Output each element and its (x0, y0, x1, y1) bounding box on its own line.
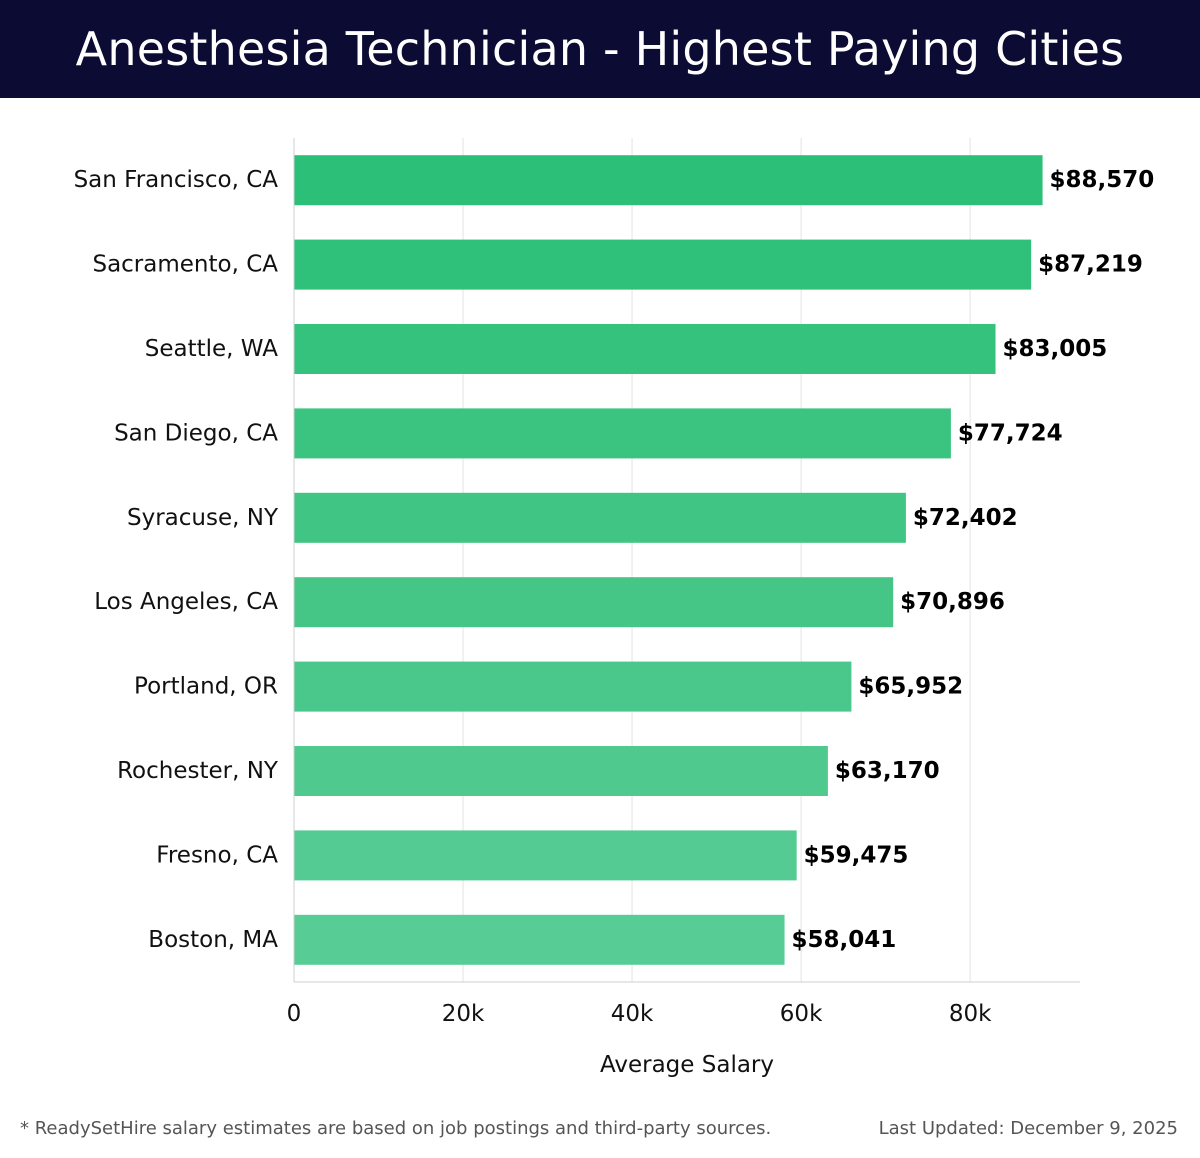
bar-6 (294, 661, 852, 712)
category-labels: San Francisco, CA Sacramento, CA Seattle, … (74, 167, 279, 953)
bar-5 (294, 577, 894, 628)
bars (294, 155, 1043, 965)
category-label-1: Sacramento, CA (92, 252, 278, 278)
value-label-7: $63,170 (835, 758, 940, 784)
category-label-3: San Diego, CA (114, 420, 278, 446)
x-axis: 0 20k 40k 60k 80k Average Salary (287, 138, 1080, 1078)
bar-3 (294, 408, 951, 459)
x-tick-label-60k: 60k (780, 1001, 823, 1027)
footer-note: * ReadySetHire salary estimates are base… (20, 1118, 772, 1139)
category-label-8: Fresno, CA (156, 842, 278, 868)
category-label-7: Rochester, NY (117, 758, 279, 784)
x-tick-label-20k: 20k (442, 1001, 485, 1027)
bar-2 (294, 324, 996, 374)
category-label-9: Boston, MA (148, 927, 278, 953)
bar-9 (294, 914, 785, 965)
value-labels: $88,570 $87,219 $83,005 $77,724 $72,402 $70,8… (792, 167, 1155, 953)
x-axis-title: Average Salary (600, 1052, 774, 1078)
category-label-0: San Francisco, CA (74, 167, 279, 193)
bar-8 (294, 830, 797, 881)
category-label-5: Los Angeles, CA (94, 589, 278, 615)
category-label-2: Seattle, WA (145, 336, 279, 362)
chart-header: Anesthesia Technician - Highest Paying C… (0, 0, 1200, 98)
chart-title: Anesthesia Technician - Highest Paying C… (75, 22, 1125, 76)
bar-4 (294, 492, 906, 543)
value-label-5: $70,896 (900, 589, 1005, 615)
bar-0 (294, 155, 1043, 206)
value-label-9: $58,041 (792, 927, 897, 953)
value-label-1: $87,219 (1038, 252, 1143, 278)
category-label-6: Portland, OR (134, 674, 278, 700)
x-tick-label-40k: 40k (611, 1001, 654, 1027)
value-label-3: $77,724 (958, 420, 1063, 446)
value-label-6: $65,952 (858, 674, 963, 700)
value-label-0: $88,570 (1050, 167, 1155, 193)
bar-1 (294, 239, 1032, 290)
value-label-2: $83,005 (1003, 336, 1108, 362)
last-updated: Last Updated: December 9, 2025 (878, 1118, 1178, 1139)
category-label-4: Syracuse, NY (127, 505, 279, 531)
x-tick-label-80k: 80k (949, 1001, 992, 1027)
value-label-4: $72,402 (913, 505, 1018, 531)
x-tick-label-0: 0 (287, 1001, 302, 1027)
bar-7 (294, 746, 828, 796)
value-label-8: $59,475 (804, 842, 909, 868)
